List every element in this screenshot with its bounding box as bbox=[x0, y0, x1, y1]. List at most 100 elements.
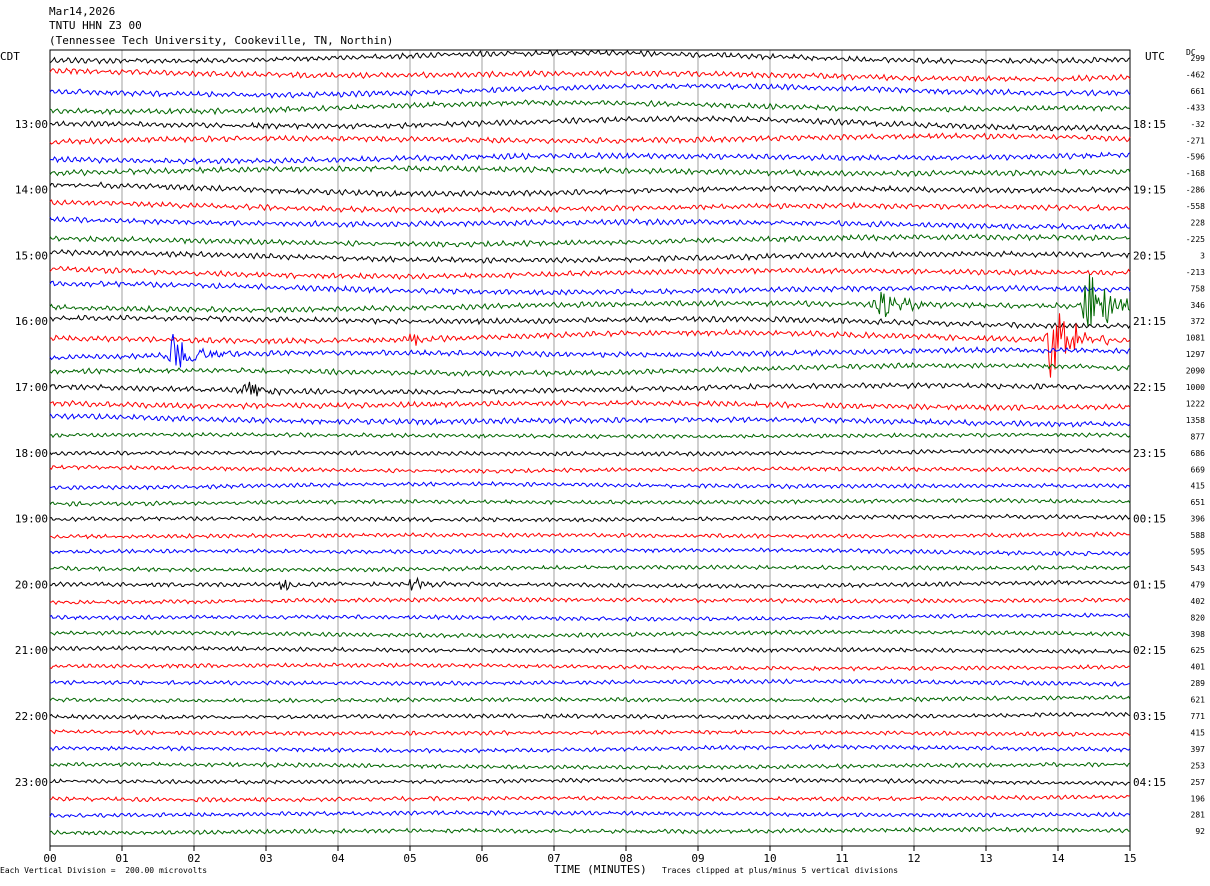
scale-note: Each Vertical Division = 200.00 microvol… bbox=[0, 866, 208, 875]
dc-offset-label: 771 bbox=[1191, 712, 1206, 721]
x-tick-label: 13 bbox=[979, 852, 992, 865]
dc-offset-label: 621 bbox=[1191, 696, 1206, 705]
left-hour-label: 14:00 bbox=[15, 184, 48, 197]
x-tick-label: 10 bbox=[763, 852, 776, 865]
trace-15 bbox=[49, 280, 1131, 296]
trace-18 bbox=[49, 313, 1131, 378]
trace-9 bbox=[49, 181, 1131, 198]
trace-30 bbox=[49, 531, 1131, 540]
trace-6 bbox=[49, 132, 1131, 146]
trace-17 bbox=[49, 314, 1131, 330]
trace-33 bbox=[49, 576, 1131, 592]
dc-offset-label: 2090 bbox=[1186, 367, 1205, 376]
trace-10 bbox=[49, 199, 1131, 215]
left-hour-label: 19:00 bbox=[15, 513, 48, 526]
dc-offset-label: -168 bbox=[1186, 169, 1205, 178]
right-hour-label: 19:15 bbox=[1133, 184, 1166, 197]
trace-25 bbox=[49, 447, 1131, 457]
clip-note: Traces clipped at plus/minus 5 vertical … bbox=[662, 866, 899, 875]
dc-offset-label: 253 bbox=[1191, 761, 1206, 770]
trace-27 bbox=[49, 480, 1131, 491]
trace-5 bbox=[50, 115, 1131, 132]
trace-16 bbox=[49, 274, 1131, 327]
left-hour-label: 21:00 bbox=[15, 644, 48, 657]
x-tick-label: 15 bbox=[1123, 852, 1136, 865]
trace-2 bbox=[49, 67, 1131, 83]
dc-offset-label: 415 bbox=[1191, 728, 1206, 737]
dc-offset-label: 1358 bbox=[1186, 416, 1205, 425]
dc-offset-label: 625 bbox=[1191, 646, 1206, 655]
dc-offset-label: 372 bbox=[1191, 317, 1206, 326]
dc-offset-label: 396 bbox=[1191, 515, 1206, 524]
x-tick-label: 04 bbox=[331, 852, 345, 865]
trace-38 bbox=[49, 662, 1131, 672]
trace-12 bbox=[49, 233, 1131, 248]
trace-23 bbox=[49, 412, 1131, 428]
plot-frame bbox=[49, 49, 1131, 847]
trace-44 bbox=[49, 761, 1131, 771]
dc-offset-label: 415 bbox=[1191, 482, 1206, 491]
dc-offset-label: -286 bbox=[1186, 186, 1205, 195]
trace-19 bbox=[49, 334, 1131, 368]
dc-offset-label: -596 bbox=[1186, 153, 1205, 162]
dc-offset-label: 820 bbox=[1191, 613, 1206, 622]
dc-offset-label: -32 bbox=[1191, 120, 1206, 129]
dc-offset-label: 196 bbox=[1191, 794, 1206, 803]
x-tick-label: 05 bbox=[403, 852, 416, 865]
dc-offset-label: 398 bbox=[1191, 630, 1206, 639]
left-hour-label: 16:00 bbox=[15, 315, 48, 328]
dc-offset-label: 1000 bbox=[1186, 383, 1205, 392]
x-tick-label: 09 bbox=[691, 852, 704, 865]
dc-offset-label: 1081 bbox=[1186, 334, 1205, 343]
dc-offset-label: 281 bbox=[1191, 811, 1206, 820]
trace-3 bbox=[49, 82, 1131, 99]
dc-offset-label: -462 bbox=[1186, 70, 1205, 79]
x-tick-label: 02 bbox=[187, 852, 200, 865]
trace-41 bbox=[49, 711, 1131, 721]
trace-43 bbox=[49, 743, 1131, 754]
left-timezone-label: CDT bbox=[0, 50, 20, 63]
dc-offset-label: 543 bbox=[1191, 564, 1206, 573]
trace-31 bbox=[50, 547, 1131, 557]
trace-32 bbox=[49, 564, 1131, 573]
trace-40 bbox=[49, 695, 1131, 704]
trace-39 bbox=[49, 678, 1131, 687]
right-hour-label: 21:15 bbox=[1133, 315, 1166, 328]
dc-offset-label: 228 bbox=[1191, 219, 1206, 228]
trace-11 bbox=[49, 215, 1131, 231]
dc-offset-label: 397 bbox=[1191, 745, 1206, 754]
dc-offset-label: 289 bbox=[1191, 679, 1206, 688]
x-tick-label: 06 bbox=[475, 852, 488, 865]
dc-offset-label: -433 bbox=[1186, 103, 1205, 112]
dc-offset-label: 3 bbox=[1200, 251, 1205, 260]
x-tick-label: 12 bbox=[907, 852, 920, 865]
right-hour-label: 03:15 bbox=[1133, 710, 1166, 723]
dc-offset-label: 651 bbox=[1191, 498, 1206, 507]
right-hour-label: 01:15 bbox=[1133, 578, 1166, 591]
trace-48 bbox=[49, 826, 1130, 836]
x-tick-label: 03 bbox=[259, 852, 272, 865]
trace-8 bbox=[49, 164, 1131, 178]
x-tick-label: 07 bbox=[547, 852, 560, 865]
x-tick-label: 11 bbox=[835, 852, 848, 865]
trace-14 bbox=[49, 265, 1131, 280]
dc-offset-label: 669 bbox=[1191, 465, 1206, 474]
chart-date: Mar14,2026 bbox=[49, 5, 116, 18]
x-tick-label: 01 bbox=[115, 852, 128, 865]
right-hour-label: 18:15 bbox=[1133, 118, 1166, 131]
dc-offset-label: -213 bbox=[1186, 268, 1205, 277]
trace-28 bbox=[49, 497, 1131, 507]
right-hour-label: 04:15 bbox=[1133, 776, 1166, 789]
trace-36 bbox=[50, 629, 1131, 639]
right-hour-label: 02:15 bbox=[1133, 644, 1166, 657]
trace-34 bbox=[49, 596, 1131, 606]
dc-offset-label: 401 bbox=[1191, 663, 1206, 672]
right-hour-label: 00:15 bbox=[1133, 513, 1166, 526]
station-code: TNTU HHN Z3 00 bbox=[49, 19, 142, 32]
x-tick-label: 14 bbox=[1051, 852, 1065, 865]
trace-1 bbox=[49, 49, 1131, 65]
x-tick-label: 00 bbox=[43, 852, 56, 865]
dc-offset-label: 595 bbox=[1191, 548, 1206, 557]
trace-22 bbox=[49, 399, 1131, 412]
